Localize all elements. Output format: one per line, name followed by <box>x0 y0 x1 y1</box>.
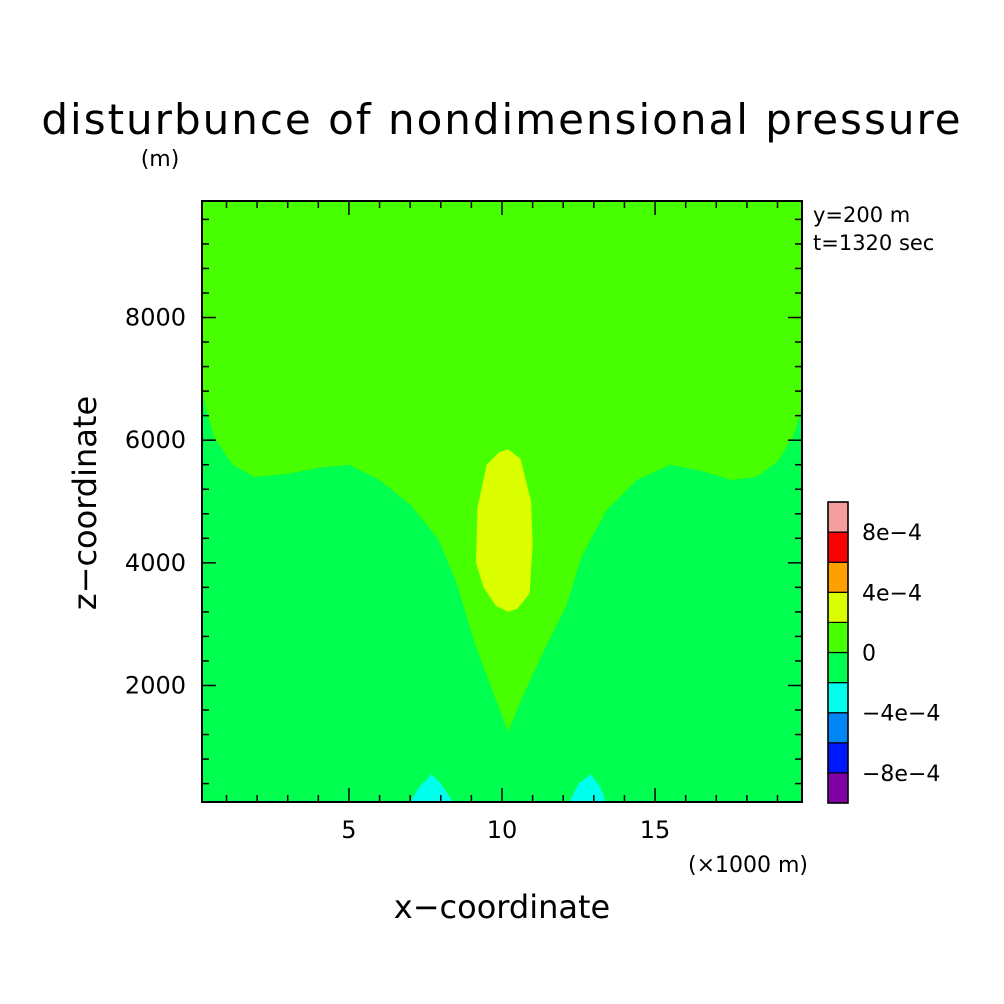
x-scale-note: (×1000 m) <box>688 853 808 878</box>
colorbar-tick-label: 4e−4 <box>862 581 922 606</box>
colorbar-swatch <box>827 621 849 654</box>
y-tick-label: 6000 <box>125 426 186 454</box>
colorbar-swatch <box>827 772 849 804</box>
x-tick-label: 5 <box>341 816 356 844</box>
y-tick-label: 2000 <box>125 671 186 699</box>
units-label: (m) <box>141 147 180 172</box>
colorbar-swatch <box>827 712 849 744</box>
contour-region-4 <box>569 774 607 802</box>
x-tick-label: 10 <box>487 816 518 844</box>
annotation-y: y=200 m <box>813 203 910 227</box>
contour-regions <box>202 201 802 802</box>
y-axis-label: z−coordinate <box>66 396 104 610</box>
axis-ticks: 5 10 15 2000 4000 6000 8000 <box>125 201 802 844</box>
colorbar-swatch <box>827 591 849 623</box>
colorbar-swatch <box>827 681 849 714</box>
colorbar-swatch <box>827 651 849 684</box>
chart-title: disturbunce of nondimensional pressure <box>41 95 962 144</box>
contour-region-3 <box>410 774 453 802</box>
colorbar: −8e−4 −4e−4 0 4e−4 8e−4 <box>827 501 940 804</box>
plot-frame <box>201 200 803 803</box>
colorbar-swatch <box>827 561 849 593</box>
colorbar-swatch <box>827 501 849 533</box>
annotation-t: t=1320 sec <box>813 231 934 255</box>
colorbar-tick-label: −8e−4 <box>862 762 940 787</box>
colorbar-frame <box>827 501 849 804</box>
colorbar-tick-label: −4e−4 <box>862 702 940 727</box>
y-tick-label: 8000 <box>125 304 186 332</box>
colorbar-tick-label: 0 <box>862 642 876 667</box>
x-tick-label: 15 <box>640 816 671 844</box>
y-tick-label: 4000 <box>125 549 186 577</box>
colorbar-tick-label: 8e−4 <box>862 521 922 546</box>
colorbar-swatch <box>827 742 849 774</box>
colorbar-swatch <box>827 531 849 563</box>
contour-region-2 <box>476 449 533 612</box>
x-axis-label: x−coordinate <box>394 888 610 926</box>
